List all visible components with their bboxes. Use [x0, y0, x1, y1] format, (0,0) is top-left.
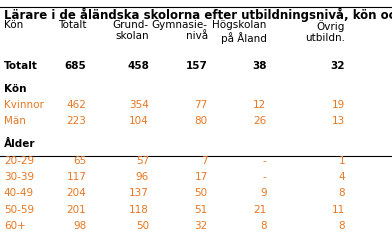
Text: 21: 21	[253, 205, 267, 215]
Text: 40-49: 40-49	[4, 188, 34, 198]
Text: 50: 50	[136, 221, 149, 231]
Text: -: -	[263, 172, 267, 182]
Text: 1: 1	[338, 156, 345, 166]
Text: 7: 7	[201, 156, 208, 166]
Text: 19: 19	[332, 100, 345, 110]
Text: 51: 51	[194, 205, 208, 215]
Text: 77: 77	[194, 100, 208, 110]
Text: 50-59: 50-59	[4, 205, 34, 215]
Text: 50: 50	[195, 188, 208, 198]
Text: 38: 38	[252, 61, 267, 71]
Text: 98: 98	[73, 221, 86, 231]
Text: 8: 8	[260, 221, 267, 231]
Text: 354: 354	[129, 100, 149, 110]
Text: 12: 12	[253, 100, 267, 110]
Text: 30-39: 30-39	[4, 172, 34, 182]
Text: -: -	[263, 156, 267, 166]
Text: 117: 117	[66, 172, 86, 182]
Text: Högskolan
på Åland: Högskolan på Åland	[212, 20, 267, 44]
Text: 96: 96	[136, 172, 149, 182]
Text: 57: 57	[136, 156, 149, 166]
Text: 11: 11	[332, 205, 345, 215]
Text: 8: 8	[338, 221, 345, 231]
Text: 80: 80	[195, 116, 208, 126]
Text: 20-29: 20-29	[4, 156, 34, 166]
Text: 204: 204	[67, 188, 86, 198]
Text: 685: 685	[65, 61, 86, 71]
Text: 65: 65	[73, 156, 86, 166]
Text: 104: 104	[129, 116, 149, 126]
Text: Gymnasie-
nivå: Gymnasie- nivå	[152, 20, 208, 41]
Text: 462: 462	[66, 100, 86, 110]
Text: 26: 26	[253, 116, 267, 126]
Text: Kvinnor: Kvinnor	[4, 100, 44, 110]
Text: 458: 458	[127, 61, 149, 71]
Text: Kön: Kön	[4, 20, 23, 30]
Text: 4: 4	[338, 172, 345, 182]
Text: Grund-
skolan: Grund- skolan	[113, 20, 149, 41]
Text: 17: 17	[194, 172, 208, 182]
Text: 9: 9	[260, 188, 267, 198]
Text: Män: Män	[4, 116, 26, 126]
Text: 118: 118	[129, 205, 149, 215]
Text: 13: 13	[332, 116, 345, 126]
Text: 137: 137	[129, 188, 149, 198]
Text: Kön: Kön	[4, 84, 26, 94]
Text: Ålder: Ålder	[4, 139, 35, 149]
Text: Lärare i de åländska skolorna efter utbildningsnivå, kön och ålder 2017: Lärare i de åländska skolorna efter utbi…	[4, 7, 392, 22]
Text: 223: 223	[66, 116, 86, 126]
Text: 201: 201	[67, 205, 86, 215]
Text: 32: 32	[194, 221, 208, 231]
Text: Övrig
utbildn.: Övrig utbildn.	[305, 20, 345, 43]
Text: Totalt: Totalt	[4, 61, 38, 71]
Text: 60+: 60+	[4, 221, 25, 231]
Text: Totalt: Totalt	[58, 20, 86, 30]
Text: 32: 32	[330, 61, 345, 71]
Text: 8: 8	[338, 188, 345, 198]
Text: 157: 157	[186, 61, 208, 71]
